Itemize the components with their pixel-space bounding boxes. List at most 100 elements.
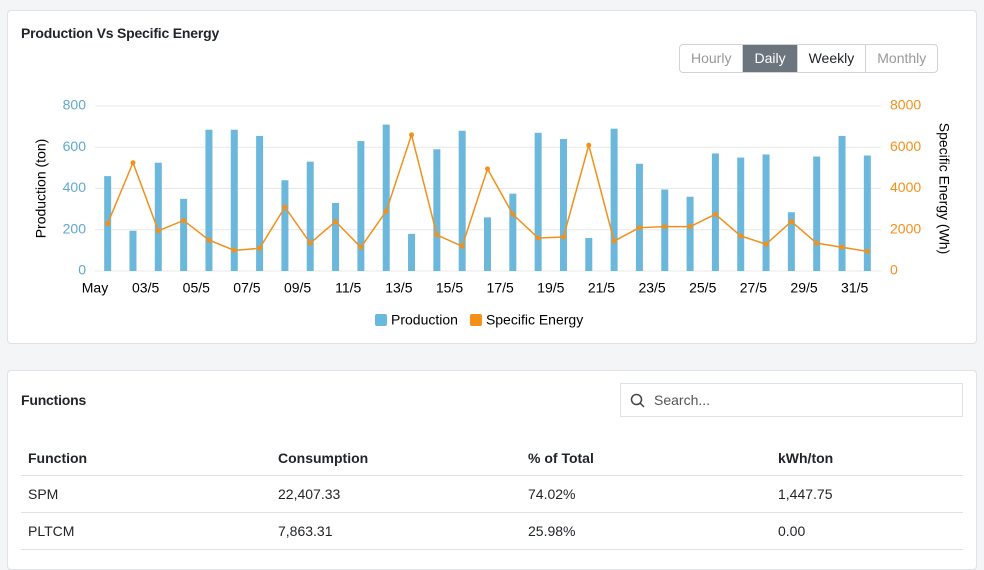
bar [686,196,694,271]
table-row: SPM 22,407.33 74.02% 1,447.75 [21,475,963,513]
chart-title: Production Vs Specific Energy [21,25,220,41]
bar [256,135,264,271]
line-point [510,211,516,217]
functions-table: Function Consumption% of Total kWh/ton SPM 2… [21,440,963,550]
line-point [712,211,718,217]
bar [534,132,542,271]
x-tick-label: 19/5 [537,280,564,296]
table-cell: 1,447.75 [771,475,963,513]
line-point [814,240,820,246]
bar [332,202,340,271]
period-button[interactable]: Monthly [865,45,937,72]
bar [154,162,162,271]
bar [306,161,314,271]
y-axis-label: Production (ton) [33,139,49,239]
bar [585,238,593,271]
search-placeholder: Search... [654,392,711,408]
y2-tick-label: 8000 [890,97,921,113]
y-tick-label: 800 [63,97,87,113]
y-tick-label: 200 [63,220,87,236]
bar [484,217,491,271]
bar [838,135,846,271]
line-point [155,228,161,234]
line-point [738,233,744,239]
bar [458,130,466,271]
y2-tick-label: 0 [890,262,898,278]
line-point [231,247,237,253]
page: {"chart_data":{"type":"combo","title":"P… [7,10,977,570]
line-point [307,240,313,246]
y2-tick-label: 2000 [890,220,921,236]
line-point [535,235,541,241]
line-point [130,160,136,166]
line-point [358,244,364,250]
functions-title: Functions [21,392,87,408]
table-cell: 22,407.33 [271,475,521,513]
line-point [662,224,668,230]
y-tick-label: 400 [63,179,87,195]
line-point [206,237,212,243]
line-point [864,248,870,254]
legend-swatch [469,314,482,326]
line-point [434,232,440,238]
period-button[interactable]: Hourly [691,50,732,66]
line-point [839,244,845,250]
x-tick-label: 27/5 [740,280,767,296]
x-tick-label: 21/5 [588,280,615,296]
x-tick-label: 05/5 [183,280,210,296]
line-point [105,221,111,227]
line-point [181,217,187,223]
column-header: Consumption [271,440,521,476]
line-point [409,132,415,138]
bar [281,180,289,271]
bar [382,124,390,271]
line-point [788,219,794,224]
y2-tick-label: 6000 [890,138,921,154]
x-tick-label: 29/5 [790,280,817,296]
x-tick-label: 23/5 [638,280,665,296]
period-switch: Hourly Daily Weekly Monthly [679,44,939,73]
legend-label: Specific Energy [486,312,583,328]
period-button[interactable]: Weekly [796,45,866,72]
line-point [611,238,617,244]
table-cell: PLTCM [21,512,271,550]
x-tick-label: 17/5 [487,280,514,296]
bar [661,189,669,271]
search-box[interactable]: Search... [620,383,963,417]
line-point [687,224,693,230]
bar [863,155,871,271]
line-point [333,219,339,224]
bar [813,156,821,271]
legend-swatch [375,314,387,326]
line-point [383,208,389,214]
line-point [257,245,263,251]
table-cell: 7,863.31 [271,512,521,550]
period-button[interactable]: Daily [742,45,797,72]
x-tick-label: 11/5 [335,280,361,296]
column-header: % of Total [521,440,771,476]
bar [509,193,517,271]
line-point [282,204,288,210]
y2-tick-label: 4000 [890,179,921,195]
x-tick-label: 09/5 [284,280,311,296]
search-icon [630,393,645,408]
x-tick-label: 07/5 [233,280,260,296]
line-point [485,166,490,172]
bar [129,230,137,271]
column-header: kWh/ton [771,440,963,476]
line-point [560,234,566,240]
x-tick-label: May [82,280,108,296]
bar [787,212,795,271]
y-tick-label: 0 [78,262,86,278]
bar [433,149,441,271]
bar [180,198,188,271]
x-tick-label: 03/5 [132,280,159,296]
bar [610,128,618,271]
bar [205,129,213,271]
x-tick-label: 25/5 [689,280,716,296]
table-cell: SPM [21,475,271,513]
bar [762,154,770,271]
bar [737,157,745,271]
y-tick-label: 600 [63,138,87,154]
legend-label: Production [391,312,458,328]
